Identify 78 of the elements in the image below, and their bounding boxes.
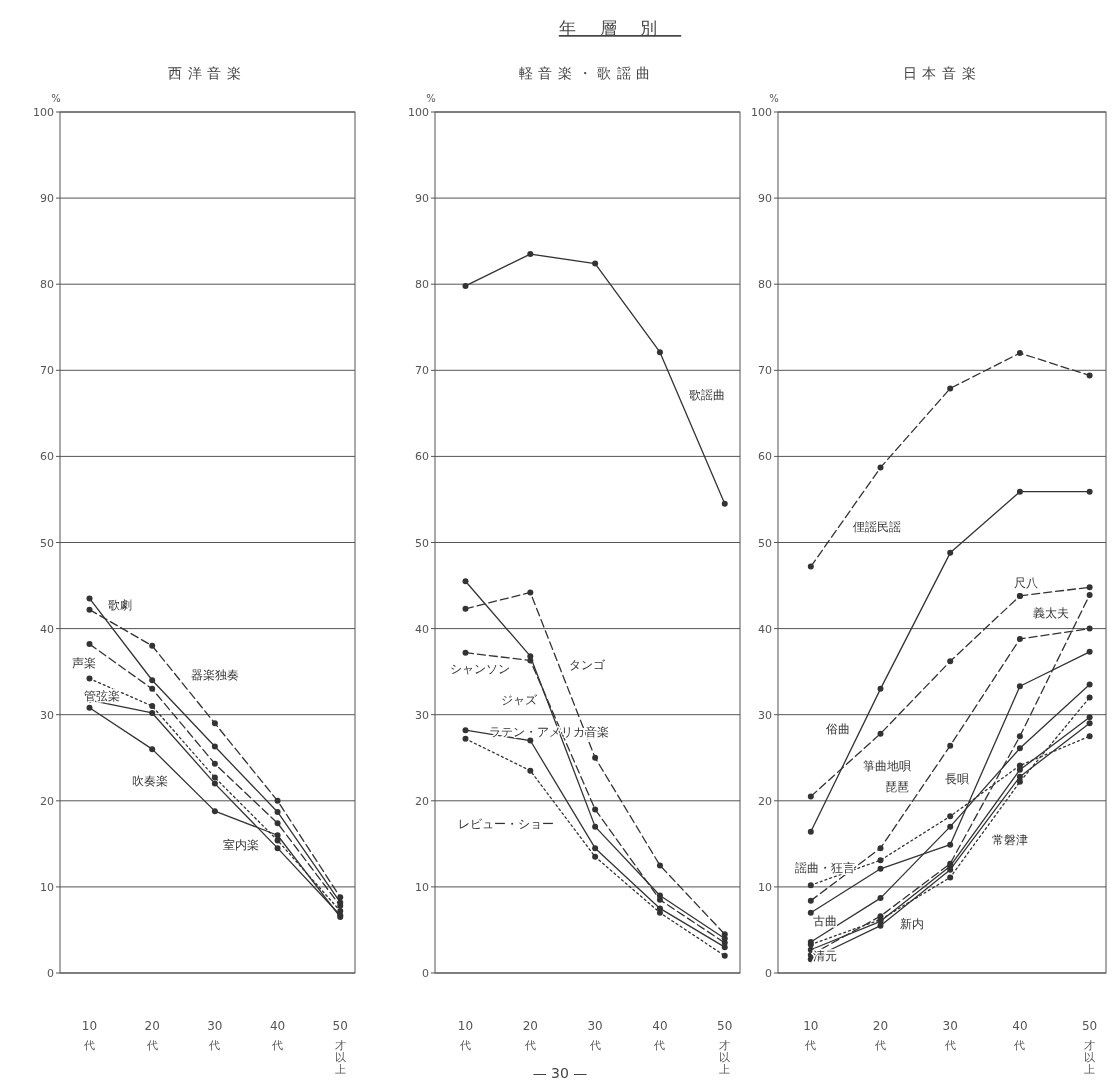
x-tick-label: 30代 <box>587 1019 603 1052</box>
series-label: 俗曲 <box>826 721 851 736</box>
y-tick-label: 60 <box>40 450 54 464</box>
x-tick-label: 40代 <box>652 1019 668 1052</box>
series-label: 管弦楽 <box>84 689 121 704</box>
chart-title: 日本音楽 <box>902 65 982 81</box>
y-tick-label: 30 <box>40 708 54 722</box>
series-label: 声楽 <box>72 656 97 671</box>
x-tick-label: 20代 <box>144 1019 160 1052</box>
y-tick-label: 80 <box>415 278 429 292</box>
y-tick-label: 60 <box>758 450 772 464</box>
series-label: シャンソン <box>449 661 510 676</box>
y-tick-label: 60 <box>415 450 429 464</box>
y-tick-label: 0 <box>422 967 429 980</box>
x-tick-label: 50才以上 <box>717 1019 733 1076</box>
y-tick-label: 50 <box>40 536 54 550</box>
y-tick-label: 40 <box>415 622 429 636</box>
y-tick-label: 30 <box>415 708 429 722</box>
series-label: 室内楽 <box>222 838 259 853</box>
y-tick-label: 20 <box>40 794 54 808</box>
text: 年層別 <box>558 18 682 38</box>
series-label: 義太夫 <box>1033 606 1070 621</box>
series-label: 琵琶 <box>885 779 910 794</box>
chart-title: 軽音楽・歌謡曲 <box>518 65 657 81</box>
text: — 30 — <box>532 1065 588 1081</box>
y-axis-title: % <box>769 93 779 104</box>
series-label: 常磐津 <box>991 832 1028 847</box>
x-tick-label: 50才以上 <box>332 1019 348 1076</box>
series-label: タンゴ <box>569 658 607 673</box>
x-tick-label: 10代 <box>81 1019 98 1052</box>
x-tick-label: 10代 <box>457 1019 474 1052</box>
y-tick-label: 10 <box>40 880 54 894</box>
y-tick-label: 80 <box>758 278 772 292</box>
series-label: 新内 <box>900 917 925 932</box>
y-tick-label: 40 <box>40 622 54 636</box>
series-label: ジャズ <box>500 693 538 708</box>
y-tick-label: 90 <box>758 192 772 206</box>
series-label: 尺八 <box>1014 575 1039 590</box>
x-tick-label: 50才以上 <box>1081 1019 1098 1076</box>
y-tick-label: 0 <box>765 967 772 980</box>
x-tick-label: 40代 <box>1012 1019 1028 1052</box>
x-tick-label: 10代 <box>803 1019 819 1052</box>
series-label: 箏曲地唄 <box>863 758 912 773</box>
y-axis-title: % <box>426 93 436 104</box>
series-label: 器楽独奏 <box>190 667 239 682</box>
series-label: レビュー・ショー <box>457 816 554 831</box>
x-tick-label: 20代 <box>522 1019 538 1052</box>
y-tick-label: 90 <box>40 192 54 206</box>
y-tick-label: 70 <box>40 364 54 378</box>
x-tick-label: 30代 <box>207 1019 223 1052</box>
y-tick-label: 20 <box>758 794 772 808</box>
y-tick-label: 0 <box>47 967 54 980</box>
y-tick-label: 70 <box>415 364 429 378</box>
y-tick-label: 10 <box>415 880 429 894</box>
chart-title: 西洋音楽 <box>168 65 247 81</box>
y-tick-label: 20 <box>415 794 429 808</box>
series-label: 歌劇 <box>108 597 133 612</box>
y-tick-label: 10 <box>758 880 772 894</box>
series-label: 古曲 <box>812 914 837 929</box>
y-axis-title: % <box>51 93 61 104</box>
series-label: 俚謡民謡 <box>852 520 901 535</box>
y-tick-label: 50 <box>415 536 429 550</box>
y-tick-label: 90 <box>415 192 429 206</box>
series-label: 長唄 <box>944 772 969 787</box>
series-label: 謡曲・狂言 <box>794 861 855 876</box>
series-label: 歌謡曲 <box>689 388 726 403</box>
x-tick-label: 30代 <box>942 1019 958 1052</box>
series-label: 吹奏楽 <box>131 773 168 788</box>
y-tick-label: 80 <box>40 278 54 292</box>
y-tick-label: 50 <box>758 536 772 550</box>
x-tick-label: 40代 <box>269 1019 286 1052</box>
y-tick-label: 40 <box>758 622 772 636</box>
y-tick-label: 100 <box>408 106 429 119</box>
x-tick-label: 20代 <box>872 1019 889 1052</box>
y-tick-label: 100 <box>751 106 772 119</box>
y-tick-label: 70 <box>758 364 772 378</box>
y-tick-label: 30 <box>758 708 772 722</box>
y-tick-label: 100 <box>33 106 54 119</box>
